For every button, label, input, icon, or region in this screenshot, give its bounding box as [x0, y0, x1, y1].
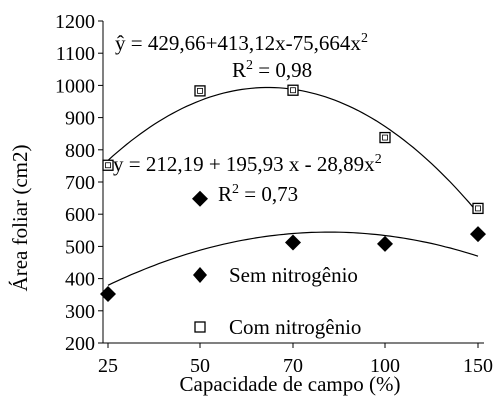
x-tick-label: 50 [190, 355, 210, 377]
point-com-nitrogenio-inner [382, 134, 388, 141]
point-sem-nitrogenio [285, 234, 301, 251]
point-com-nitrogenio-inner [290, 87, 296, 94]
point-com-nitrogenio-inner [105, 162, 111, 169]
y-tick-label: 900 [65, 108, 95, 130]
legend-marker-com-nitrogenio [194, 321, 206, 333]
r2-com-nitrogenio: R2 = 0,98 [232, 58, 312, 82]
data-points [100, 84, 486, 303]
y-tick-label: 700 [65, 172, 95, 194]
x-tick-label: 25 [98, 355, 118, 377]
r2-sem-nitrogenio: R2 = 0,73 [218, 182, 298, 206]
y-axis-label: Área foliar (cm2) [8, 145, 32, 292]
point-com-nitrogenio-inner [475, 205, 481, 212]
x-tick-label: 150 [463, 355, 493, 377]
y-tick-label: 1000 [55, 75, 95, 97]
y-tick-label: 600 [65, 204, 95, 226]
point-com-nitrogenio-inner [197, 87, 203, 94]
legend: Sem nitrogênio Com nitrogênio [193, 263, 361, 339]
point-sem-nitrogenio [377, 235, 393, 252]
legend-marker-sem-nitrogenio [193, 267, 207, 283]
y-tick-label: 200 [65, 333, 95, 355]
legend-label-com-nitrogenio: Com nitrogênio [229, 315, 361, 339]
equation-com-nitrogenio: ŷ = 429,66+413,12x-75,664x2 [115, 31, 368, 55]
y-tick-label: 1200 [55, 11, 95, 33]
trend-curve [107, 231, 479, 286]
x-tick-label: 70 [283, 355, 303, 377]
x-axis-label: Capacidade de campo (%) [180, 372, 401, 396]
y-tick-label: 400 [65, 269, 95, 291]
equation-sem-nitrogenio: y = 212,19 + 195,93 x - 28,89x2 [113, 152, 382, 176]
legend-label-sem-nitrogenio: Sem nitrogênio [229, 263, 358, 287]
x-tick-label: 100 [370, 355, 400, 377]
point-sem-nitrogenio [470, 226, 486, 243]
y-axis-ticks: 200 300 400 500 600 700 800 900 1000 1100 1200 [55, 11, 103, 355]
y-tick-label: 300 [65, 301, 95, 323]
point-sem-nitrogenio [192, 190, 208, 207]
x-axis-ticks: 25 50 70 100 150 [98, 343, 493, 377]
point-sem-nitrogenio [100, 286, 116, 303]
y-tick-label: 1100 [56, 43, 95, 65]
y-tick-label: 500 [65, 236, 95, 258]
y-tick-label: 800 [65, 140, 95, 162]
